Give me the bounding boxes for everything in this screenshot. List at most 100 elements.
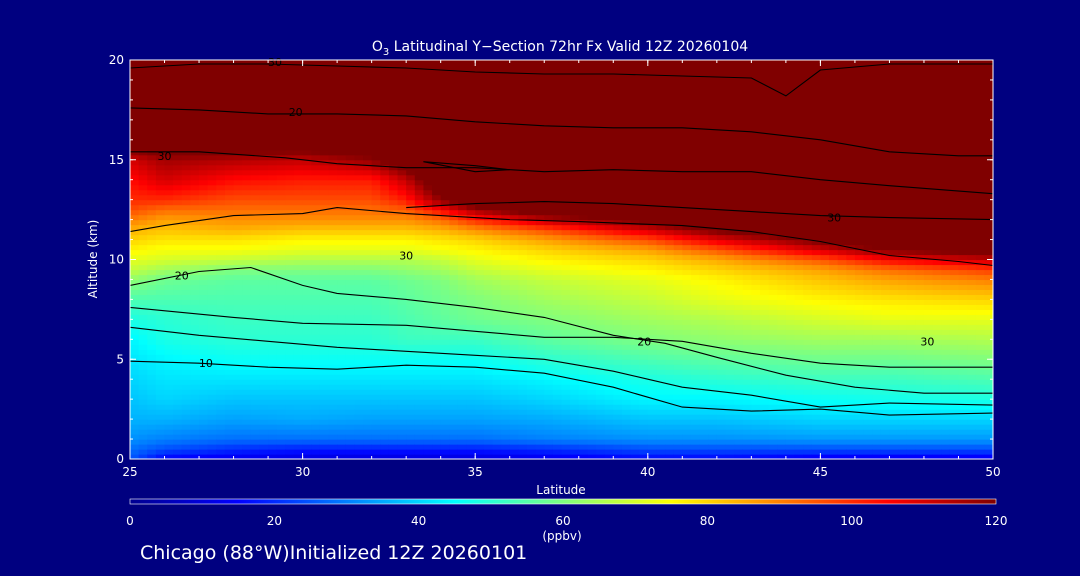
field-cell [475,429,485,435]
field-cell [449,294,459,300]
field-cell [665,294,675,300]
field-cell [173,104,183,111]
field-cell [457,84,468,91]
field-cell [604,264,614,271]
field-cell [518,354,528,360]
field-cell [130,414,140,420]
field-cell [414,209,425,216]
field-cell [233,139,243,146]
field-cell [285,299,295,305]
field-cell [276,194,286,201]
field-cell [621,364,632,370]
field-cell [285,429,295,435]
field-cell [561,389,571,395]
field-cell [268,219,278,226]
field-cell [639,214,649,221]
field-cell [293,449,304,455]
field-cell [457,264,468,271]
field-cell [337,89,347,96]
field-cell [216,279,226,286]
field-cell [164,74,174,81]
field-cell [259,294,269,300]
field-cell [397,284,407,291]
field-cell [216,309,226,315]
field-cell [345,249,355,256]
field-cell [181,379,192,385]
field-cell [423,339,433,345]
field-cell [630,229,640,236]
field-cell [328,349,338,355]
field-cell [328,139,338,146]
field-cell [630,239,640,246]
field-cell [319,224,330,231]
field-cell [164,149,174,156]
field-cell [363,274,373,281]
field-cell [371,84,381,91]
field-cell [535,114,545,121]
field-cell [656,359,666,365]
field-cell [259,379,269,385]
field-cell [388,124,399,131]
field-cell [509,264,519,271]
field-cell [432,119,442,126]
field-cell [466,94,476,101]
field-cell [406,414,416,420]
field-cell [337,249,347,256]
field-cell [570,419,580,425]
field-cell [147,394,157,400]
field-cell [181,319,192,325]
field-cell [492,389,502,395]
field-cell [466,349,476,355]
field-cell [363,244,373,251]
field-cell [233,154,243,161]
field-cell [501,79,511,86]
field-cell [483,419,494,425]
field-cell [432,254,442,261]
field-cell [155,419,166,425]
field-cell [518,154,528,161]
field-cell [647,424,658,430]
field-cell [596,304,606,310]
field-cell [509,344,519,350]
field-cell [656,149,666,156]
field-cell [432,424,442,430]
field-cell [475,269,485,276]
field-cell [233,99,243,106]
field-cell [501,99,511,106]
field-cell [328,259,338,266]
field-cell [414,374,425,380]
field-cell [483,344,494,350]
field-cell [544,264,554,271]
field-cell [259,239,269,246]
field-cell [483,189,494,196]
field-cell [526,389,537,395]
field-cell [345,149,355,156]
field-cell [224,304,235,310]
field-cell [518,359,528,365]
field-cell [155,319,166,325]
field-cell [311,269,321,276]
field-cell [587,244,597,251]
field-cell [293,304,304,310]
field-cell [483,304,494,310]
field-cell [285,349,295,355]
field-cell [596,434,606,440]
field-cell [302,184,312,191]
field-cell [406,294,416,300]
field-cell [561,119,571,126]
field-cell [423,454,433,459]
field-cell [552,364,563,370]
field-cell [181,299,192,305]
field-cell [285,184,295,191]
field-cell [630,199,640,206]
field-cell [552,249,563,256]
field-cell [276,60,286,66]
field-cell [596,384,606,390]
field-cell [526,334,537,340]
field-cell [596,239,606,246]
field-cell [259,69,269,76]
field-cell [518,249,528,256]
field-cell [337,374,347,380]
field-cell [432,199,442,206]
field-cell [639,99,649,106]
